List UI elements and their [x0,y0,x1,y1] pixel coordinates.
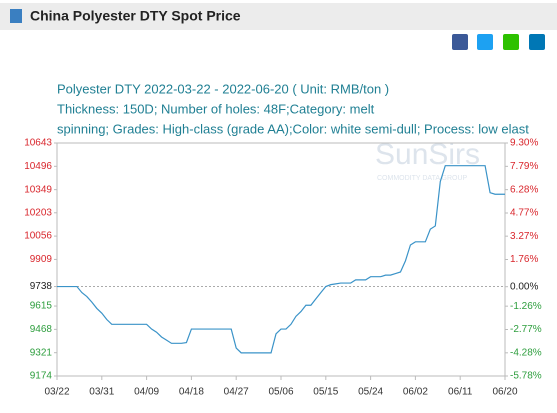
chart-subtitle: spinning; Grades: High-class (grade AA);… [57,121,529,136]
y2-tick-label: 6.28% [510,184,538,195]
y2-tick-label: -4.28% [510,347,542,358]
y-tick-label: 10349 [24,184,52,195]
wechat-icon[interactable] [503,34,519,50]
y2-tick-label: 1.76% [510,254,538,265]
x-tick-label: 05/06 [268,387,293,398]
y-tick-label: 9468 [30,324,53,335]
x-tick-label: 04/09 [134,387,159,398]
price-line [57,165,505,354]
y2-tick-label: -1.26% [510,301,542,312]
y2-tick-label: 0.00% [510,281,538,292]
x-tick-label: 06/11 [448,387,473,398]
y-tick-label: 9615 [30,301,53,312]
y-tick-label: 10643 [24,138,52,149]
y2-tick-label: 4.77% [510,208,538,219]
y2-tick-label: -5.78% [510,371,542,382]
y-tick-label: 9174 [30,371,53,382]
x-tick-label: 06/02 [403,387,428,398]
x-tick-label: 03/22 [44,387,69,398]
y-tick-label: 10496 [24,161,52,172]
y-tick-label: 9321 [30,347,53,358]
facebook-icon[interactable] [452,34,468,50]
twitter-icon[interactable] [477,34,493,50]
y2-tick-label: 7.79% [510,161,538,172]
linkedin-icon[interactable] [529,34,545,50]
header-icon [10,9,22,23]
y-tick-label: 9738 [30,281,53,292]
header-bar [0,3,557,30]
y2-tick-label: 9.30% [510,138,538,149]
watermark-tagline: COMMODITY DATA GROUP [377,175,468,182]
y-tick-label: 10203 [24,207,52,218]
x-tick-label: 06/20 [492,387,517,398]
x-tick-label: 04/27 [224,387,249,398]
x-tick-label: 05/24 [358,387,383,398]
y2-tick-label: -2.77% [510,324,542,335]
y2-tick-label: 3.27% [510,231,538,242]
x-tick-label: 04/18 [179,387,204,398]
y-tick-label: 9909 [30,254,53,265]
x-tick-label: 03/31 [89,387,114,398]
chart-subtitle: Thickness: 150D; Number of holes: 48F;Ca… [57,101,375,116]
header-title: China Polyester DTY Spot Price [30,8,241,24]
y-tick-label: 10056 [24,231,52,242]
share-icons [452,34,545,50]
chart-subtitle: Polyester DTY 2022-03-22 - 2022-06-20 ( … [57,81,389,96]
x-tick-label: 05/15 [313,387,338,398]
